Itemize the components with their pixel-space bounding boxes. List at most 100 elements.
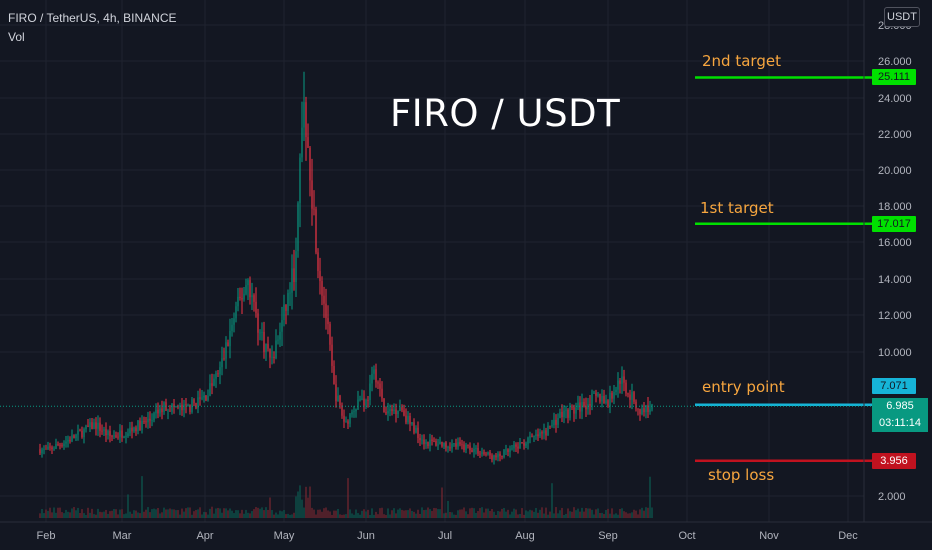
candle-body (323, 295, 325, 304)
candle-body (575, 407, 577, 414)
candle-body (609, 392, 611, 407)
candle-body (463, 444, 465, 450)
volume-bar (261, 507, 263, 518)
volume-bar (213, 513, 215, 518)
candle-body (593, 392, 595, 394)
candle-body (131, 427, 133, 432)
volume-bar (449, 512, 451, 518)
candle-body (351, 412, 353, 415)
volume-bar (519, 513, 521, 518)
volume-bar (47, 510, 49, 518)
candle-body (247, 280, 249, 286)
candle-body (287, 293, 289, 311)
volume-bar (393, 508, 395, 518)
candle-body (149, 418, 151, 421)
volume-bar (83, 513, 85, 518)
candle-body (95, 422, 97, 429)
candle-body (513, 444, 515, 449)
volume-bar (89, 512, 91, 518)
candle-body (199, 397, 201, 399)
volume-bar (459, 509, 461, 518)
volume-bar (147, 507, 149, 518)
time-tick-label: Feb (37, 530, 56, 542)
candle-body (113, 435, 115, 437)
volume-bar (535, 507, 537, 518)
volume-bar (319, 509, 321, 518)
candle-body (367, 399, 369, 401)
candle-body (619, 380, 621, 384)
volume-bar (235, 510, 237, 518)
candle-body (487, 452, 489, 455)
candle-body (403, 410, 405, 416)
volume-bar (219, 508, 221, 518)
volume-bar (525, 510, 527, 518)
candle-body (295, 251, 297, 283)
volume-bar (305, 486, 307, 518)
candle-body (607, 400, 609, 407)
candle-body (417, 427, 419, 439)
volume-label: Vol (8, 30, 25, 44)
volume-bar (431, 510, 433, 518)
volume-bar (127, 494, 129, 518)
candle-body (431, 439, 433, 441)
candle-body (71, 435, 73, 442)
candle-body (191, 399, 193, 413)
volume-bar (121, 509, 123, 518)
candle-body (541, 432, 543, 434)
candle-body (515, 444, 517, 447)
volume-bar (361, 510, 363, 518)
volume-bar (53, 507, 55, 518)
candle-body (341, 405, 343, 416)
volume-bar (277, 514, 279, 518)
currency-unit-button[interactable]: USDT (884, 7, 920, 27)
candle-body (327, 318, 329, 325)
volume-bar (553, 513, 555, 518)
candle-body (107, 430, 109, 436)
volume-bar (433, 507, 435, 518)
candle-body (383, 398, 385, 413)
volume-bar (385, 514, 387, 518)
candle-body (181, 404, 183, 411)
candle-body (411, 422, 413, 424)
candle-body (547, 425, 549, 436)
time-axis[interactable]: Feb Mar Apr May Jun Jul Aug Sep Oct Nov Dec (37, 530, 859, 542)
volume-bar (87, 507, 89, 518)
volume-bar (357, 513, 359, 518)
candles (39, 71, 653, 465)
volume-bar (501, 508, 503, 518)
level-lines (0, 76, 872, 463)
volume-bar (119, 509, 121, 518)
volume-bar (547, 514, 549, 518)
volume-bar (397, 509, 399, 518)
volume-bar (217, 507, 219, 518)
price-axis[interactable]: 2.000 10.000 12.000 14.000 16.000 18.000 20.00… (878, 20, 912, 503)
candle-body (617, 380, 619, 390)
candle-body (423, 439, 425, 445)
candle-body (301, 127, 303, 158)
volume-bar (159, 513, 161, 518)
candle-body (469, 445, 471, 451)
candle-body (405, 415, 407, 423)
candle-body (259, 332, 261, 334)
candle-body (509, 448, 511, 452)
candle-body (293, 268, 295, 283)
candle-body (141, 421, 143, 431)
volume-bar (371, 508, 373, 518)
candle-body (281, 320, 283, 332)
volume-bar (293, 512, 295, 518)
candle-body (85, 425, 87, 430)
candle-body (465, 444, 467, 450)
candle-body (253, 295, 255, 302)
price-tick-label: 24.000 (878, 93, 912, 105)
price-tick-label: 12.000 (878, 310, 912, 322)
candle-body (637, 408, 639, 410)
candle-body (651, 404, 653, 410)
candle-body (471, 450, 473, 452)
volume-bar (73, 507, 75, 518)
candle-body (601, 395, 603, 402)
candle-body (331, 344, 333, 366)
candle-body (209, 383, 211, 396)
volume-bar (559, 510, 561, 518)
